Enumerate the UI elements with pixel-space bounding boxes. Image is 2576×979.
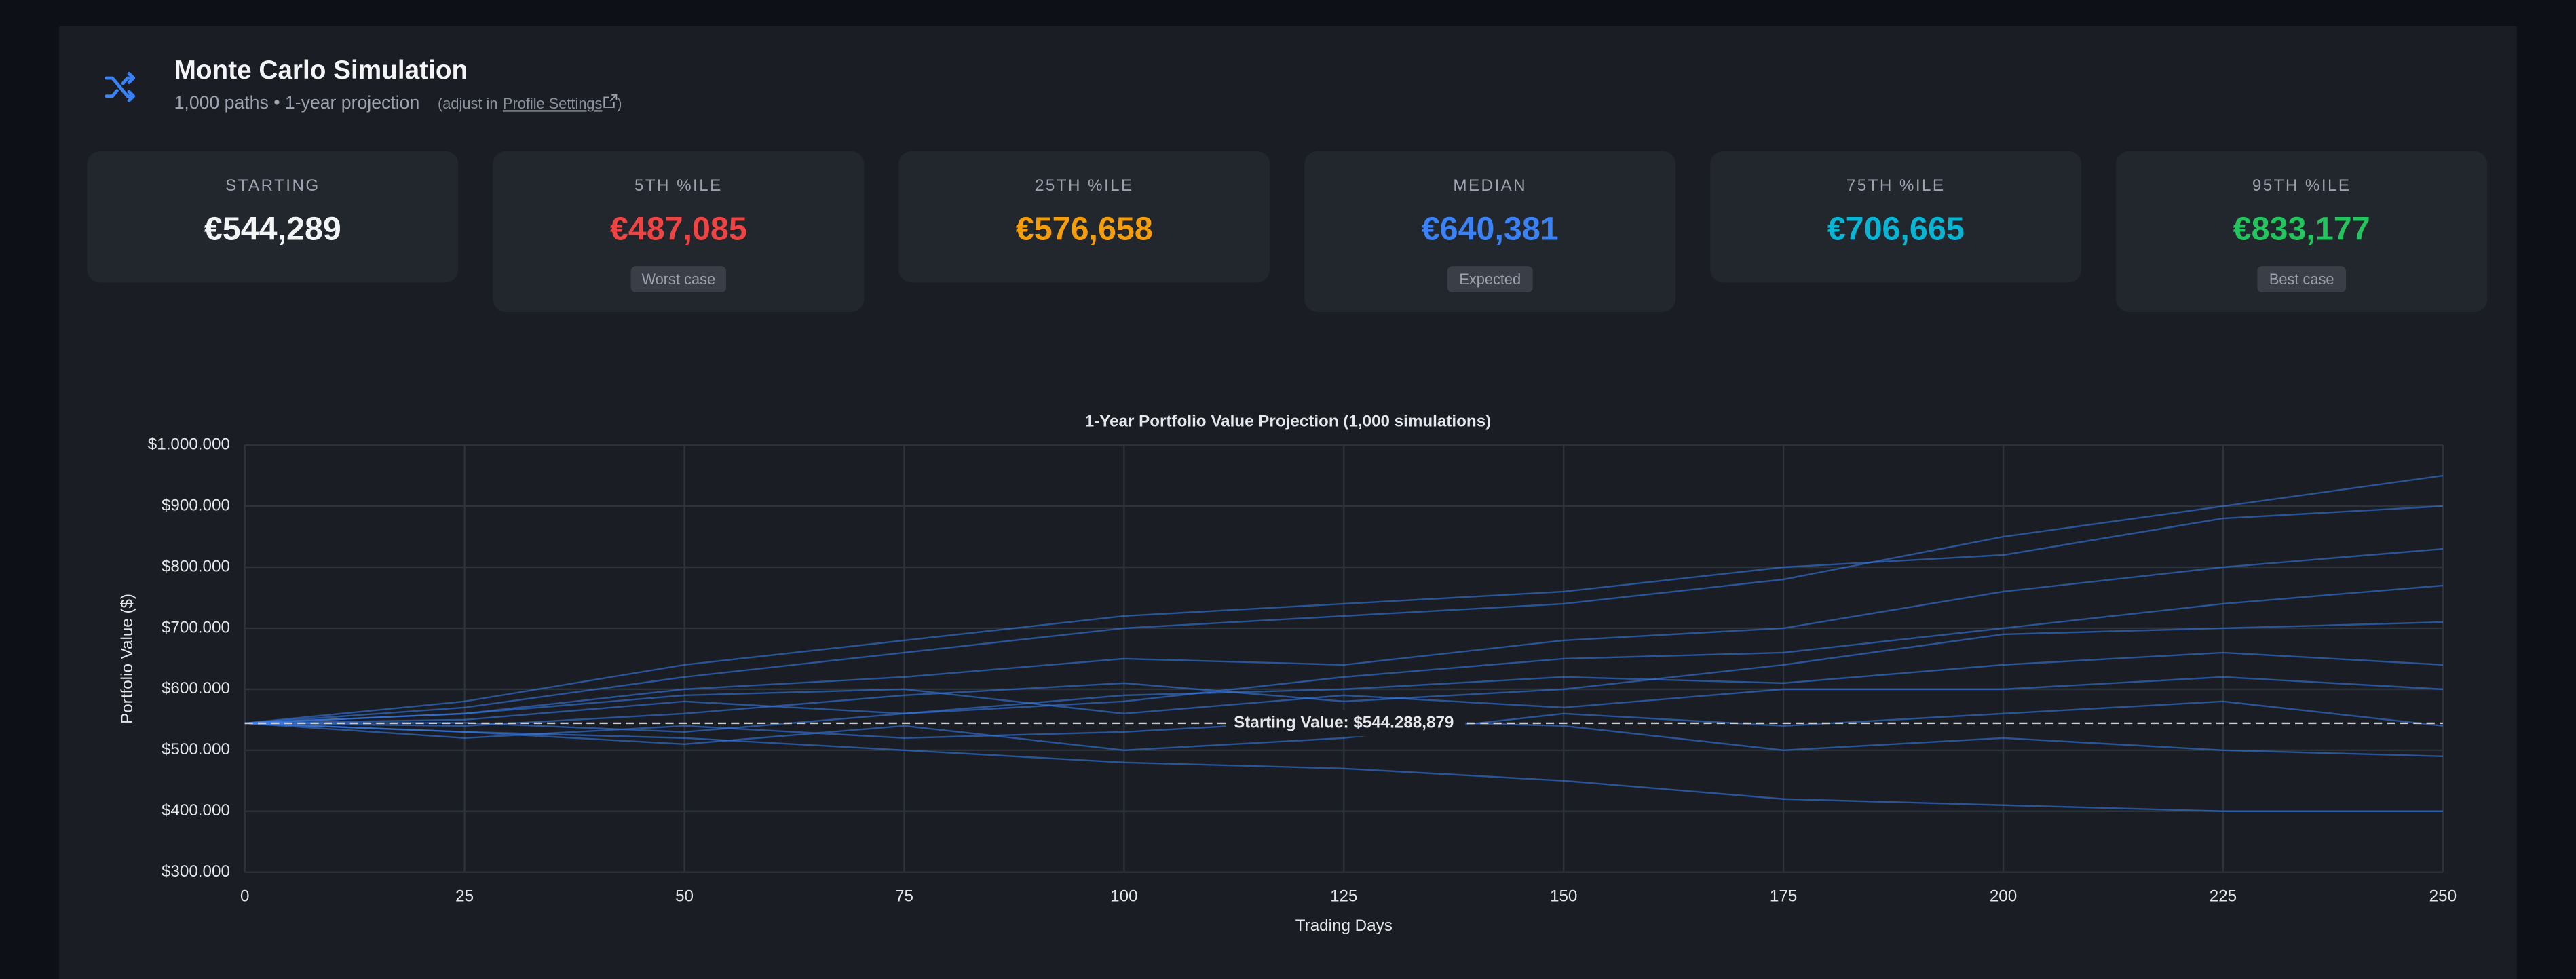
y-tick-label: $1.000.000 <box>148 436 230 454</box>
annotation-label: Starting Value: $544.288,879 <box>1234 713 1454 731</box>
stat-value: €706,665 <box>1827 212 1965 248</box>
stat-card: 95TH %ILE €833,177 Best case <box>2116 151 2488 313</box>
chart-title: 1-Year Portfolio Value Projection (1,000… <box>1085 412 1491 431</box>
chart: 1-Year Portfolio Value Projection (1,000… <box>118 412 2457 935</box>
badge-row: Best case <box>2116 250 2487 312</box>
stat-label: STARTING <box>225 177 320 196</box>
simulation-path <box>244 548 2443 725</box>
adjust-suffix: ) <box>617 95 622 112</box>
simulation-path <box>244 584 2443 733</box>
simulation-path <box>244 474 2444 725</box>
stat-value: €576,658 <box>1015 212 1153 248</box>
subtitle-row: 1,000 paths • 1-year projection (adjust … <box>174 94 622 113</box>
annotation-bg <box>1225 710 1466 737</box>
stat-card: STARTING €544,289 <box>87 151 459 283</box>
stat-value: €544,289 <box>204 212 341 248</box>
page: Monte Carlo Simulation 1,000 paths • 1-y… <box>59 26 2517 979</box>
stat-badge: Expected <box>1447 266 1533 292</box>
y-axis-label: Portfolio Value ($) <box>118 594 136 724</box>
adjust-prefix: (adjust in <box>438 95 498 112</box>
simulation-path <box>244 676 2443 725</box>
subtitle: 1,000 paths • 1-year projection <box>174 94 420 114</box>
x-tick-label: 250 <box>2429 887 2457 905</box>
app: Monte Carlo Simulation 1,000 paths • 1-y… <box>59 26 2517 979</box>
panel <box>59 26 2517 979</box>
external-icon <box>603 94 617 108</box>
simulation-path <box>244 700 2444 752</box>
title: Monte Carlo Simulation <box>174 57 468 85</box>
stat-value: €487,085 <box>609 212 747 248</box>
stat-label: 75TH %ILE <box>1846 177 1946 196</box>
stat-card: 75TH %ILE €706,665 <box>1710 151 2082 283</box>
y-tick-label: $500.000 <box>162 740 230 759</box>
y-tick-label: $900.000 <box>162 496 230 514</box>
badge-row: Worst case <box>493 250 864 312</box>
y-tick-label: $600.000 <box>162 679 230 697</box>
stat-badge: Worst case <box>630 266 727 292</box>
x-tick-label: 0 <box>240 887 249 905</box>
y-tick-label: $300.000 <box>162 862 230 881</box>
y-tick-label: $400.000 <box>162 801 230 820</box>
x-tick-label: 175 <box>1770 887 1797 905</box>
simulation-path <box>244 651 2443 725</box>
stat-badge: Best case <box>2257 266 2346 292</box>
badge-row: Expected <box>1304 250 1675 312</box>
x-axis-label: Trading Days <box>1295 917 1393 935</box>
x-tick-label: 150 <box>1550 887 1577 905</box>
x-tick-label: 200 <box>1990 887 2017 905</box>
y-tick-label: $700.000 <box>162 618 230 636</box>
stat-card: MEDIAN €640,381 Expected <box>1304 151 1676 313</box>
stat-value: €640,381 <box>1421 212 1559 248</box>
stat-card: 25TH %ILE €576,658 <box>898 151 1270 283</box>
settings-link[interactable]: Profile Settings <box>502 95 603 112</box>
x-tick-label: 75 <box>895 887 913 905</box>
stat-label: MEDIAN <box>1453 177 1528 196</box>
stat-value: €833,177 <box>2233 212 2370 248</box>
x-tick-label: 125 <box>1330 887 1357 905</box>
simulation-path <box>244 621 2443 727</box>
x-tick-label: 225 <box>2210 887 2237 905</box>
x-tick-label: 25 <box>455 887 474 905</box>
simulation-path <box>244 722 2443 812</box>
stat-card: 5TH %ILE €487,085 Worst case <box>493 151 865 313</box>
x-tick-label: 100 <box>1110 887 1137 905</box>
stat-label: 5TH %ILE <box>634 177 723 196</box>
simulation-path <box>244 505 2443 725</box>
x-tick-label: 50 <box>675 887 694 905</box>
stat-label: 25TH %ILE <box>1034 177 1134 196</box>
stat-label: 95TH %ILE <box>2252 177 2351 196</box>
shuffle-icon <box>105 71 136 102</box>
y-tick-label: $800.000 <box>162 557 230 575</box>
